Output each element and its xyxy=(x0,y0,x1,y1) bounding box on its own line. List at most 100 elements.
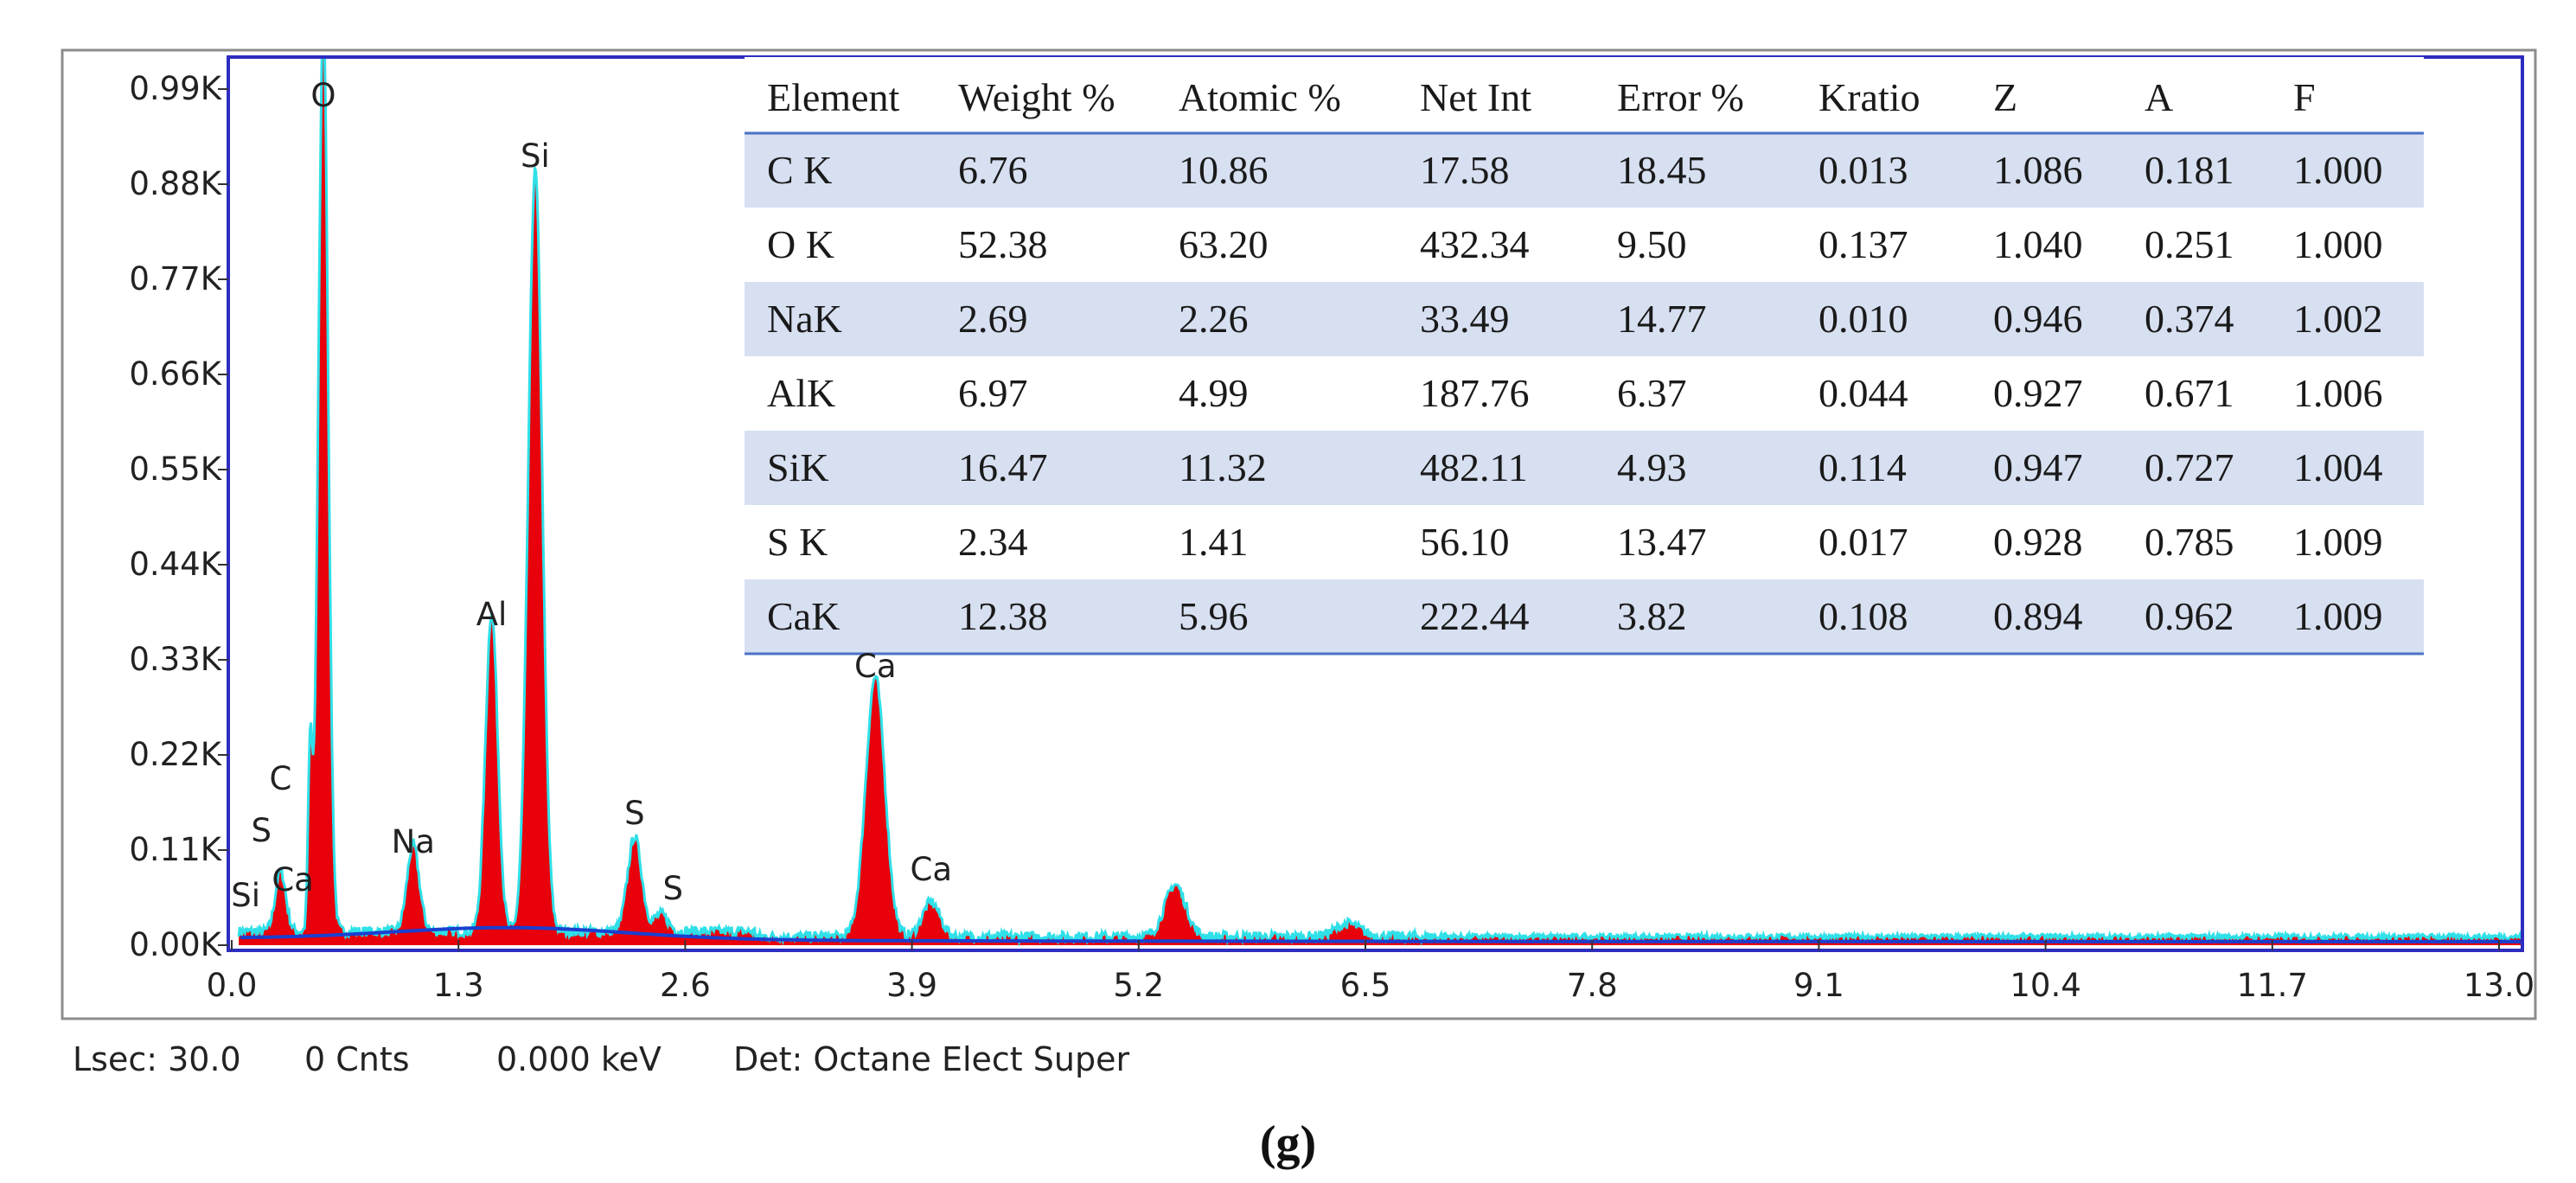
table-cell: 0.928 xyxy=(1993,520,2083,564)
table-cell: NaK xyxy=(767,297,842,341)
x-tick-label: 5.2 xyxy=(1113,967,1164,1004)
x-tick-label: 2.6 xyxy=(660,967,711,1004)
table-cell: SiK xyxy=(767,445,829,489)
table-cell: 0.108 xyxy=(1819,594,1908,638)
table-header-cell: A xyxy=(2145,75,2173,119)
table-cell: 0.010 xyxy=(1819,297,1908,341)
figure-caption: (g) xyxy=(1259,1116,1317,1170)
table-cell: 1.086 xyxy=(1993,148,2083,192)
table-cell: 0.727 xyxy=(2145,445,2234,489)
table-cell: 482.11 xyxy=(1420,445,1528,489)
table-cell: 432.34 xyxy=(1420,222,1530,266)
y-tick-label: 0.00K xyxy=(129,926,222,963)
table-cell: 1.009 xyxy=(2293,594,2383,638)
table-row-stripe xyxy=(745,282,2424,356)
table-cell: 2.69 xyxy=(958,297,1028,341)
table-cell: 10.86 xyxy=(1179,148,1269,192)
table-cell: 1.000 xyxy=(2293,222,2383,266)
energy-readout: 0.000 keV xyxy=(496,1040,662,1078)
table-cell: 11.32 xyxy=(1179,445,1267,489)
peak-label: S xyxy=(252,812,272,849)
x-tick-label: 7.8 xyxy=(1567,967,1618,1004)
x-tick-label: 6.5 xyxy=(1340,967,1391,1004)
peak-label: Ca xyxy=(911,851,953,888)
peak-label: Al xyxy=(476,596,508,633)
peak-label: Na xyxy=(392,823,435,860)
table-cell: AlK xyxy=(767,371,835,415)
table-cell: 13.47 xyxy=(1617,520,1707,564)
table-cell: 63.20 xyxy=(1179,222,1269,266)
table-cell: 1.002 xyxy=(2293,297,2383,341)
table-cell: O K xyxy=(767,222,834,266)
peak-label: Ca xyxy=(272,861,314,898)
y-tick-label: 0.33K xyxy=(129,641,222,678)
table-header-cell: Kratio xyxy=(1819,75,1921,119)
table-cell: 3.82 xyxy=(1617,594,1687,638)
table-cell: 56.10 xyxy=(1420,520,1510,564)
x-tick-label: 1.3 xyxy=(433,967,484,1004)
table-cell: 0.785 xyxy=(2145,520,2234,564)
x-tick-label: 13.0 xyxy=(2464,967,2534,1004)
table-cell: 0.671 xyxy=(2145,371,2234,415)
table-cell: 1.006 xyxy=(2293,371,2383,415)
table-cell: 52.38 xyxy=(958,222,1048,266)
axes: 0.00K 0.11K 0.22K 0.33K 0.44K 0.55K 0.66K 0.77K… xyxy=(129,70,2534,1004)
table-cell: 1.040 xyxy=(1993,222,2083,266)
table-cell: 18.45 xyxy=(1617,148,1707,192)
table-header-cell: Error % xyxy=(1617,75,1744,119)
table-cell: 1.000 xyxy=(2293,148,2383,192)
y-tick-label: 0.99K xyxy=(129,70,222,107)
table-cell: 0.927 xyxy=(1993,371,2083,415)
spectrum-layer xyxy=(237,57,2522,947)
table-cell: 1.009 xyxy=(2293,520,2383,564)
y-tick-label: 0.66K xyxy=(129,355,222,393)
peak-label: S xyxy=(624,795,645,832)
counts-readout: 0 Cnts xyxy=(304,1040,410,1078)
table-cell: 33.49 xyxy=(1420,297,1510,341)
table-row-stripe xyxy=(745,133,2424,208)
table-cell: 2.26 xyxy=(1179,297,1249,341)
background-model-line xyxy=(240,925,2522,943)
peak-label: S xyxy=(663,870,684,907)
detector-readout: Det: Octane Elect Super xyxy=(733,1040,1130,1078)
peak-label: Si xyxy=(521,137,550,175)
table-header-cell: Net Int xyxy=(1420,75,1531,119)
peak-label: C xyxy=(270,760,292,797)
peak-label: Si xyxy=(231,877,260,914)
table-cell: 4.99 xyxy=(1179,371,1249,415)
y-tick-label: 0.77K xyxy=(129,260,222,297)
table-cell: 9.50 xyxy=(1617,222,1687,266)
table-cell: 0.251 xyxy=(2145,222,2234,266)
table-cell: 2.34 xyxy=(958,520,1028,564)
table-row-stripe xyxy=(745,579,2424,654)
y-tick-label: 0.55K xyxy=(129,451,222,488)
table-cell: 0.947 xyxy=(1993,445,2083,489)
table-cell: 4.93 xyxy=(1617,445,1687,489)
table-cell: 0.962 xyxy=(2145,594,2234,638)
table-cell: 0.013 xyxy=(1819,148,1908,192)
table-cell: 1.004 xyxy=(2293,445,2383,489)
table-header-cell: Atomic % xyxy=(1179,75,1341,119)
live-time-readout: Lsec: 30.0 xyxy=(73,1040,241,1078)
table-cell: 222.44 xyxy=(1420,594,1530,638)
table-cell: 17.58 xyxy=(1420,148,1510,192)
table-cell: 6.76 xyxy=(958,148,1028,192)
table-cell: 187.76 xyxy=(1420,371,1530,415)
table-header-cell: Weight % xyxy=(958,75,1115,119)
x-tick-label: 9.1 xyxy=(1793,967,1844,1004)
results-table: Element Weight % Atomic % Net Int Error % Kra… xyxy=(745,57,2424,655)
table-cell: 6.37 xyxy=(1617,371,1687,415)
table-cell: 1.41 xyxy=(1179,520,1249,564)
x-tick-label: 11.7 xyxy=(2237,967,2308,1004)
x-tick-label: 0.0 xyxy=(207,967,258,1004)
table-cell: 14.77 xyxy=(1617,297,1707,341)
table-cell: 0.181 xyxy=(2145,148,2234,192)
y-tick-label: 0.22K xyxy=(129,736,222,773)
table-cell: 0.114 xyxy=(1819,445,1907,489)
peak-label: Ca xyxy=(854,648,897,685)
table-cell: 0.044 xyxy=(1819,371,1908,415)
y-tick-label: 0.11K xyxy=(129,831,222,868)
table-cell: 6.97 xyxy=(958,371,1028,415)
